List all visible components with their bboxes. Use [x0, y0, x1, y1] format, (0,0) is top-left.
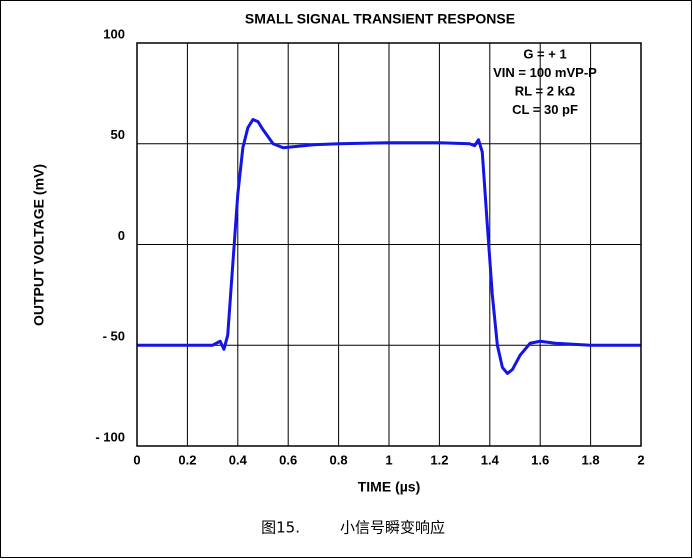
x-tick-label: 0	[133, 452, 140, 467]
y-tick-label: - 100	[95, 429, 125, 444]
y-axis-title: OUTPUT VOLTAGE (mV)	[31, 164, 47, 326]
x-axis-title: TIME (µs)	[358, 479, 421, 495]
x-tick-label: 2	[637, 452, 644, 467]
annotation: VIN = 100 mVP-P	[493, 65, 597, 80]
x-tick-label: 0.4	[229, 452, 248, 467]
caption-text: 小信号瞬变响应	[340, 519, 445, 537]
x-tick-label: 1.4	[481, 452, 500, 467]
y-tick-label: 100	[103, 26, 125, 41]
y-tick-label: - 50	[103, 329, 125, 344]
y-tick-label: 0	[118, 228, 125, 243]
x-tick-label: 1.8	[582, 452, 600, 467]
x-tick-label: 0.2	[178, 452, 196, 467]
y-tick-label: 50	[111, 127, 125, 142]
caption-number: 图15.	[261, 519, 300, 537]
x-tick-label: 0.8	[330, 452, 348, 467]
annotation: CL = 30 pF	[512, 102, 578, 117]
x-tick-label: 0.6	[279, 452, 297, 467]
chart-title: SMALL SIGNAL TRANSIENT RESPONSE	[245, 11, 515, 27]
data-line	[137, 118, 641, 375]
x-tick-label: 1	[385, 452, 392, 467]
annotation: RL = 2 kΩ	[515, 83, 575, 98]
x-tick-label: 1.2	[430, 452, 448, 467]
x-tick-label: 1.6	[531, 452, 549, 467]
plot-frame	[136, 42, 642, 447]
annotation: G = + 1	[523, 46, 566, 61]
